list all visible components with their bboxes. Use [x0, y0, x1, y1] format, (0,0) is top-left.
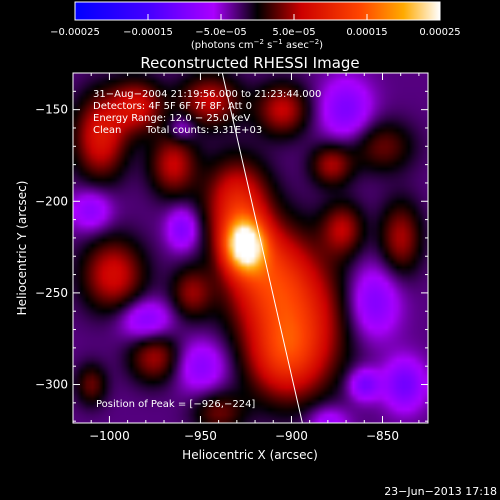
annotation-method: Clean — [93, 125, 121, 136]
solar-limb-line — [221, 73, 303, 423]
colorbar-tick-label: 0.00025 — [419, 27, 460, 38]
colorbar: −0.00025 −0.00015 −5.0e−05 5.0e−05 0.00015 0.… — [50, 1, 461, 51]
heatmap-image — [73, 73, 428, 423]
y-tick-label: −150 — [35, 103, 68, 117]
annotation-peak-position: Position of Peak = [−926,−224] — [96, 399, 255, 410]
x-axis-label: Heliocentric X (arcsec) — [182, 448, 318, 462]
annotation-detectors: Detectors: 4F 5F 6F 7F 8F, Att 0 — [93, 101, 252, 112]
colorbar-gradient — [74, 1, 441, 21]
x-tick-label: −950 — [184, 429, 217, 443]
colorbar-tick-label: −5.0e−05 — [195, 27, 247, 38]
colorbar-tick-label: 0.00015 — [346, 27, 387, 38]
generation-date: 23−Jun−2013 17:18 — [384, 485, 497, 498]
x-axis: −1000 −950 −900 −850 — [72, 73, 420, 443]
y-tick-label: −250 — [35, 286, 68, 300]
annotation-total-counts: Total counts: 3.31E+03 — [145, 125, 262, 136]
y-tick-label: −300 — [35, 378, 68, 392]
x-tick-label: −900 — [275, 429, 308, 443]
chart-title: Reconstructed RHESSI Image — [140, 54, 359, 72]
x-tick-label: −850 — [366, 429, 399, 443]
colorbar-ticks: −0.00025 −0.00015 −5.0e−05 5.0e−05 0.00015 0.… — [50, 14, 461, 38]
y-axis: −150 −200 −250 −300 — [35, 72, 428, 422]
colorbar-tick-label: −0.00015 — [123, 27, 173, 38]
annotations: 31−Aug−2004 21:19:56.000 to 21:23:44.000… — [93, 89, 321, 410]
annotation-time-range: 31−Aug−2004 21:19:56.000 to 21:23:44.000 — [93, 89, 321, 100]
annotation-energy-range: Energy Range: 12.0 − 25.0 keV — [93, 113, 250, 124]
y-tick-label: −200 — [35, 194, 68, 208]
x-tick-label: −1000 — [89, 429, 130, 443]
colorbar-tick-label: −0.00025 — [50, 27, 100, 38]
colorbar-tick-label: 5.0e−05 — [272, 27, 315, 38]
y-axis-label: Heliocentric Y (arcsec) — [15, 181, 29, 316]
plot-frame — [72, 72, 429, 424]
colorbar-unit-label: (photons cm−2 s−1 asec−2) — [191, 38, 323, 51]
